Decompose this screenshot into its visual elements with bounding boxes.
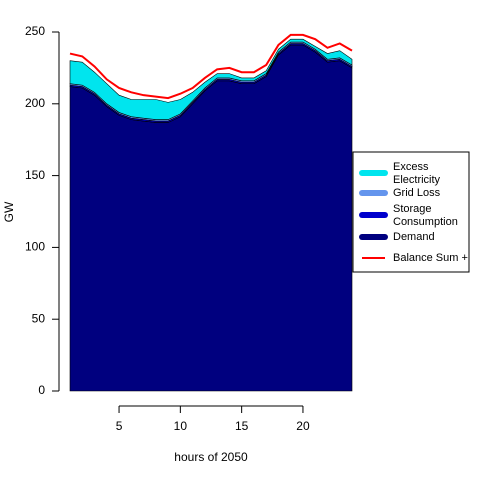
legend-label-balance-sum: Balance Sum + xyxy=(393,252,468,264)
x-tick-label: 15 xyxy=(235,419,249,433)
x-axis-title: hours of 2050 xyxy=(174,450,248,464)
x-tick-label: 20 xyxy=(296,419,310,433)
area-excess-electricity xyxy=(69,38,353,120)
legend-label-grid-loss: Grid Loss xyxy=(393,187,441,199)
y-tick-label: 250 xyxy=(25,24,45,38)
y-tick-label: 0 xyxy=(38,383,45,397)
legend-label-excess-electricity: Electricity xyxy=(393,174,441,186)
legend-label-excess-electricity: Excess xyxy=(393,161,429,173)
line-balance-sum xyxy=(69,33,353,100)
y-tick-label: 150 xyxy=(25,168,45,182)
x-tick-label: 10 xyxy=(174,419,188,433)
y-tick-label: 100 xyxy=(25,240,45,254)
y-axis-title: GW xyxy=(2,201,16,222)
y-tick-label: 50 xyxy=(32,311,46,325)
legend-label-demand: Demand xyxy=(393,231,435,243)
y-tick-label: 200 xyxy=(25,96,45,110)
balance-sum-line-group xyxy=(69,33,353,100)
legend-label-storage-consumption: Consumption xyxy=(393,216,458,228)
x-axis: 5 10 15 20 xyxy=(116,405,310,433)
stacked-areas xyxy=(69,38,353,392)
x-tick-label: 5 xyxy=(116,419,123,433)
legend-label-storage-consumption: Storage xyxy=(393,203,432,215)
y-axis: 0 50 100 150 200 250 xyxy=(25,24,60,397)
